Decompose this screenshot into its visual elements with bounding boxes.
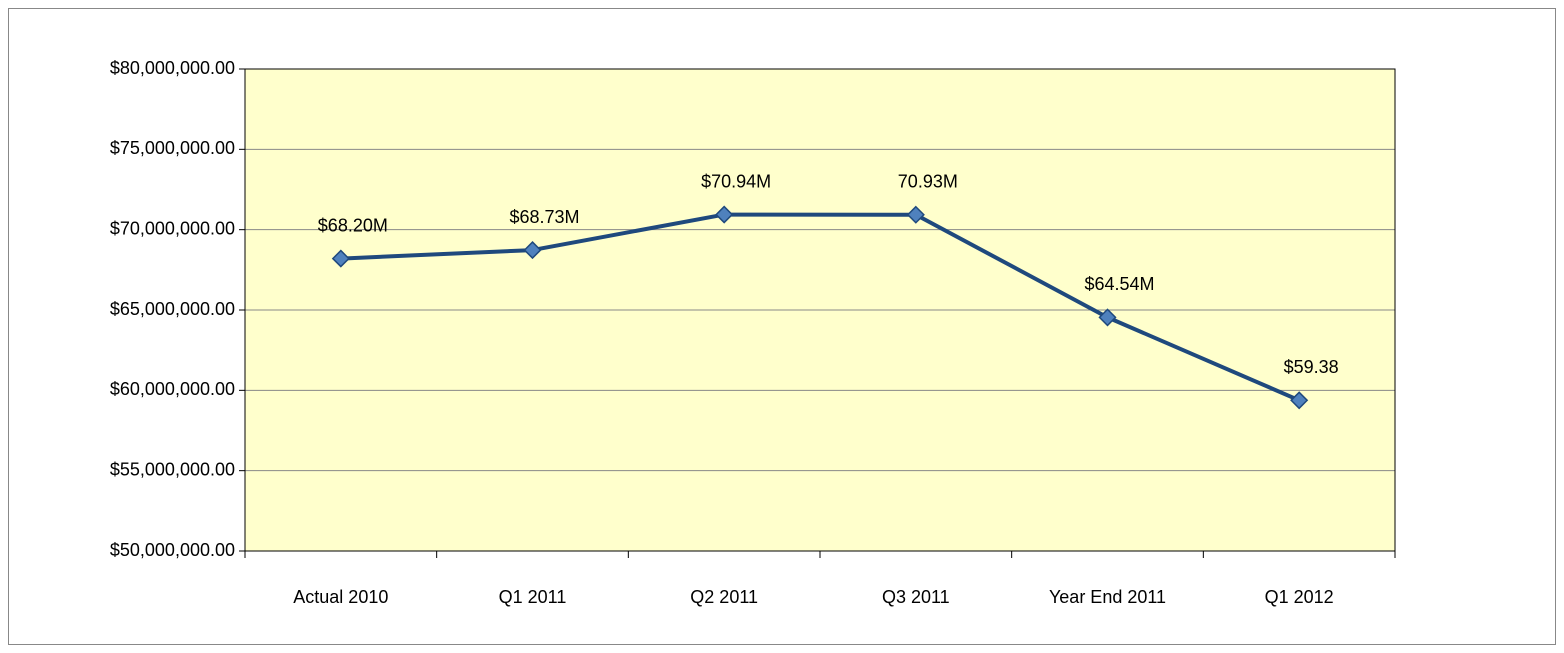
- marker: [1290, 391, 1309, 410]
- line: [340, 212, 1300, 403]
- marker: [1098, 308, 1117, 327]
- x-tick-label: Q1 2012: [1265, 587, 1334, 607]
- x-tick-label: Q1 2011: [499, 587, 567, 607]
- data-label: $64.54M: [1084, 274, 1154, 294]
- y-tick-label: $60,000,000.00: [110, 379, 235, 399]
- marker: [715, 205, 734, 224]
- y-tick-label: $70,000,000.00: [110, 218, 235, 238]
- data-label: $59.38: [1284, 357, 1339, 377]
- marker: [906, 205, 925, 224]
- y-tick-label: $75,000,000.00: [110, 138, 235, 158]
- y-tick-label: $50,000,000.00: [110, 540, 235, 560]
- y-tick-label: $65,000,000.00: [110, 299, 235, 319]
- x-tick-label: Q2 2011: [690, 587, 758, 607]
- data-label: 70.93M: [898, 171, 958, 191]
- data-label: $70.94M: [701, 171, 771, 191]
- marker: [331, 249, 350, 268]
- x-tick-label: Q3 2011: [882, 587, 950, 607]
- marker: [523, 241, 542, 260]
- data-label: $68.20M: [318, 215, 388, 235]
- x-tick-label: Year End 2011: [1049, 587, 1166, 607]
- data-label: $68.73M: [509, 207, 579, 227]
- x-tick-label: Actual 2010: [293, 587, 388, 607]
- y-tick-label: $80,000,000.00: [110, 58, 235, 78]
- y-tick-label: $55,000,000.00: [110, 459, 235, 479]
